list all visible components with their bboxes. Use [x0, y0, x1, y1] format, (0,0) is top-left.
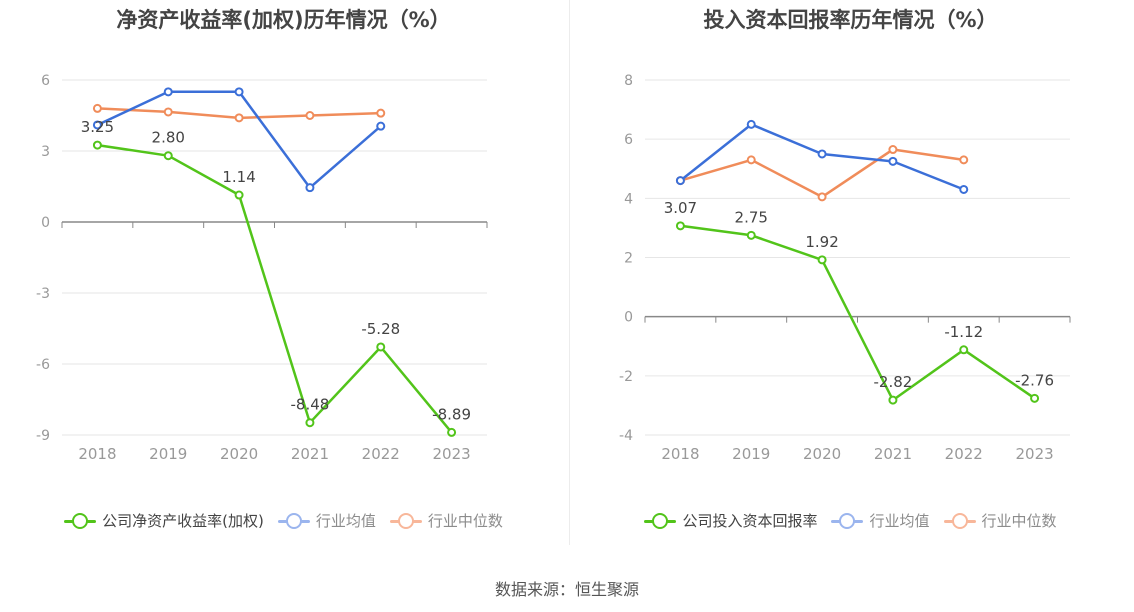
- data-point: [447, 427, 457, 437]
- legend-swatch: [644, 512, 677, 529]
- data-point: [746, 119, 756, 129]
- panel-divider: [569, 0, 570, 545]
- data-label: 2.75: [735, 208, 768, 226]
- data-point: [234, 190, 244, 200]
- data-point: [234, 87, 244, 97]
- legend-swatch: [831, 512, 864, 529]
- legend-swatch: [277, 512, 310, 529]
- legend-item-company[interactable]: 公司净资产收益率(加权): [64, 510, 264, 531]
- data-point: [746, 230, 756, 240]
- x-tick-label: 2020: [803, 445, 841, 463]
- data-source-note: 数据来源：恒生聚源: [494, 580, 639, 599]
- data-label: 1.92: [805, 233, 838, 251]
- chart-title: 投入资本回报率历年情况（%）: [703, 8, 998, 32]
- legend-swatch: [389, 512, 422, 529]
- data-point: [888, 395, 898, 405]
- legend-label: 行业均值: [869, 512, 930, 530]
- legend-label: 行业中位数: [427, 512, 503, 530]
- data-point: [376, 121, 386, 131]
- data-label: 3.25: [81, 118, 114, 136]
- data-point: [959, 345, 969, 355]
- x-tick-label: 2021: [874, 445, 912, 463]
- data-label: 1.14: [222, 168, 255, 186]
- data-point: [305, 418, 315, 428]
- data-label: -8.89: [432, 405, 471, 423]
- data-point: [92, 103, 102, 113]
- data-point: [817, 255, 827, 265]
- y-tick-label: -6: [36, 357, 50, 373]
- data-point: [959, 184, 969, 194]
- chart-roic: -4 -2 0 2 4 6 8 2018 2019 2020 2021 2022 2023 3.07 2.7…: [619, 73, 1071, 463]
- data-point: [234, 113, 244, 123]
- legend: 公司净资产收益率(加权) 行业均值 行业中位数: [0, 510, 567, 531]
- data-label: -1.12: [944, 323, 983, 341]
- x-tick-label: 2023: [432, 445, 470, 463]
- y-tick-label: 6: [41, 73, 50, 89]
- data-point: [92, 120, 102, 130]
- x-tick-label: 2021: [291, 445, 329, 463]
- y-tick-label: -4: [619, 428, 633, 444]
- x-tick-label: 2019: [732, 445, 770, 463]
- data-point: [163, 107, 173, 117]
- data-label: -2.76: [1015, 371, 1054, 389]
- chart-roic-panel: 投入资本回报率历年情况（%） -4 -2 0 2 4 6 8 2018 2019 2020 2021…: [567, 0, 1134, 545]
- chart-roe: -9 -6 -3 0 3 6 2018 2019 2020 2021 2022 2023 3.25 2.8…: [36, 73, 488, 463]
- data-point: [817, 192, 827, 202]
- data-point: [675, 221, 685, 231]
- y-tick-label: -9: [36, 428, 50, 444]
- y-tick-label: -2: [619, 369, 633, 385]
- data-point: [1030, 393, 1040, 403]
- y-tick-label: 0: [624, 310, 633, 326]
- data-point: [675, 176, 685, 186]
- legend-item-industry-median[interactable]: 行业中位数: [943, 510, 1057, 531]
- chart-title: 净资产收益率(加权)历年情况（%）: [116, 8, 451, 32]
- legend-swatch: [64, 512, 97, 529]
- data-point: [163, 151, 173, 161]
- data-label: -8.48: [291, 396, 330, 414]
- data-point: [376, 342, 386, 352]
- x-tick-label: 2023: [1015, 445, 1053, 463]
- legend-item-industry-mean[interactable]: 行业均值: [277, 510, 376, 531]
- legend-label: 行业中位数: [981, 512, 1057, 530]
- data-label: -5.28: [361, 320, 400, 338]
- x-tick-label: 2020: [220, 445, 258, 463]
- x-tick-label: 2019: [149, 445, 187, 463]
- data-point: [959, 155, 969, 165]
- data-point: [888, 145, 898, 155]
- data-point: [305, 183, 315, 193]
- chart-roe-panel: 净资产收益率(加权)历年情况（%） -9 -6 -3 0 3 6 2018 2019 2020 2…: [0, 0, 567, 545]
- data-point: [376, 108, 386, 118]
- series-line: [97, 143, 453, 434]
- legend: 公司投入资本回报率 行业均值 行业中位数: [567, 510, 1134, 531]
- y-tick-label: 4: [624, 191, 633, 207]
- y-tick-label: 0: [41, 215, 50, 231]
- data-point: [92, 140, 102, 150]
- data-point: [305, 111, 315, 120]
- legend-label: 公司投入资本回报率: [682, 512, 818, 530]
- legend-label: 行业均值: [315, 512, 376, 530]
- series-line: [680, 224, 1036, 402]
- legend-label: 公司净资产收益率(加权): [102, 512, 264, 530]
- data-point: [746, 155, 756, 165]
- y-tick-label: -3: [36, 286, 50, 302]
- y-tick-label: 8: [624, 73, 633, 89]
- x-tick-label: 2022: [362, 445, 400, 463]
- y-tick-label: 3: [41, 144, 50, 160]
- y-tick-label: 2: [624, 251, 633, 267]
- data-label: 2.80: [152, 129, 185, 147]
- data-point: [888, 156, 898, 166]
- x-tick-label: 2018: [78, 445, 116, 463]
- legend-swatch: [943, 512, 976, 529]
- data-point: [817, 149, 827, 159]
- legend-item-company[interactable]: 公司投入资本回报率: [644, 510, 817, 531]
- x-tick-label: 2022: [945, 445, 983, 463]
- x-tick-label: 2018: [661, 445, 699, 463]
- data-point: [163, 87, 173, 97]
- data-label: 3.07: [664, 199, 697, 217]
- data-label: -2.82: [874, 373, 913, 391]
- legend-item-industry-median[interactable]: 行业中位数: [389, 510, 503, 531]
- legend-item-industry-mean[interactable]: 行业均值: [831, 510, 930, 531]
- y-tick-label: 6: [624, 132, 633, 148]
